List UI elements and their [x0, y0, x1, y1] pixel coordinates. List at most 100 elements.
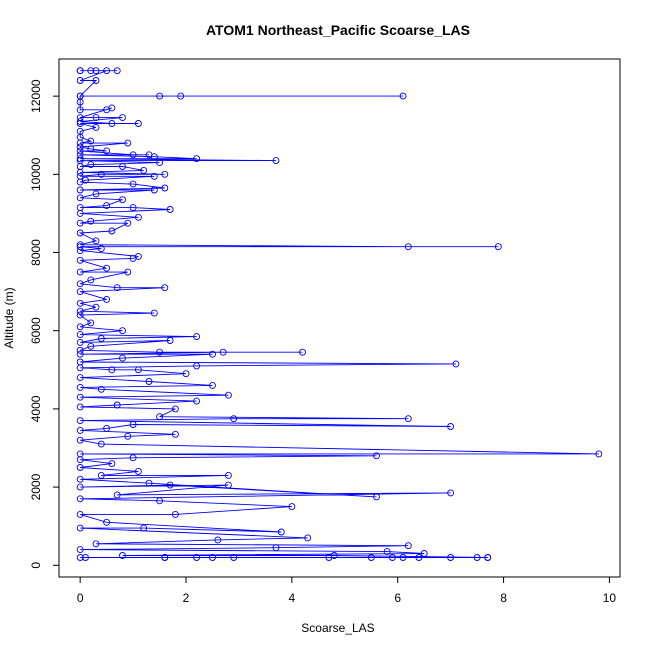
data-point: [473, 554, 481, 561]
y-tick-label: 6000: [29, 317, 43, 344]
data-point: [140, 166, 148, 174]
data-point: [76, 139, 84, 147]
data-point: [76, 495, 84, 503]
data-point: [209, 350, 216, 358]
data-point: [150, 153, 158, 161]
data-point: [97, 335, 105, 342]
data-point: [76, 268, 84, 276]
data-point: [76, 456, 84, 464]
y-tick-label: 0: [29, 562, 43, 569]
data-point: [209, 554, 216, 561]
data-point: [119, 327, 126, 335]
y-tick-label: 12000: [29, 79, 43, 113]
data-point: [373, 452, 380, 460]
data-point: [87, 161, 95, 169]
data-point: [134, 213, 142, 221]
data-point: [404, 243, 412, 251]
data-point: [171, 430, 179, 438]
data-point: [76, 346, 84, 354]
data-point: [161, 184, 169, 192]
data-point: [113, 491, 121, 499]
data-point: [452, 360, 460, 368]
data-point: [140, 524, 148, 532]
data-point: [447, 554, 455, 561]
data-point: [97, 471, 105, 479]
data-point: [76, 554, 84, 561]
data-point: [87, 67, 95, 75]
data-point: [383, 548, 391, 556]
data-point: [325, 554, 333, 561]
data-point: [224, 481, 232, 489]
data-point: [103, 202, 111, 210]
data-point: [103, 295, 111, 303]
data-point: [76, 229, 84, 237]
data-point: [299, 348, 306, 356]
data-point: [373, 493, 380, 501]
data-point: [76, 524, 84, 532]
y-tick-label: 8000: [29, 239, 43, 266]
data-point: [76, 426, 84, 434]
data-point: [76, 243, 84, 251]
data-point: [124, 268, 132, 276]
data-point: [277, 528, 285, 536]
data-point: [103, 518, 111, 526]
data-point: [108, 460, 116, 468]
data-point: [76, 311, 84, 319]
data-point: [182, 370, 190, 378]
data-point: [76, 464, 84, 471]
data-point: [119, 163, 126, 170]
data-point: [129, 204, 137, 212]
data-point: [97, 440, 105, 448]
data-point: [76, 194, 84, 202]
data-point: [103, 424, 111, 432]
data-point: [145, 479, 153, 487]
y-axis: 0 2000 4000 6000 8000 10000 12000: [29, 79, 59, 569]
data-point: [76, 331, 84, 339]
x-axis-label: Scoarse_LAS: [301, 621, 374, 635]
data-point: [129, 180, 137, 188]
data-point: [193, 554, 201, 561]
data-point: [156, 348, 164, 356]
data-point: [119, 552, 126, 559]
data-point: [76, 280, 84, 288]
data-point: [76, 247, 84, 255]
data-point: [76, 77, 84, 84]
data-point: [76, 178, 84, 186]
data-point: [76, 120, 84, 127]
data-point: [161, 284, 169, 292]
data-point: [92, 67, 100, 75]
y-tick-label: 2000: [29, 473, 43, 500]
y-axis-label: Altitude (m): [2, 287, 16, 348]
data-point: [288, 503, 296, 511]
data-point: [76, 546, 84, 554]
data-point: [166, 481, 174, 489]
data-point: [193, 333, 201, 341]
data-point: [87, 217, 95, 225]
data-point: [166, 206, 174, 213]
x-tick-label: 2: [183, 591, 190, 605]
data-point: [161, 554, 169, 561]
data-point: [76, 374, 84, 382]
data-point: [129, 151, 137, 159]
data-point: [76, 209, 84, 217]
data-point: [119, 196, 126, 204]
data-point: [193, 362, 201, 370]
data-point: [76, 147, 84, 155]
chart-title: ATOM1 Northeast_Pacific Scoarse_LAS: [206, 22, 470, 38]
data-point: [219, 348, 227, 356]
data-point: [108, 227, 116, 235]
data-point: [76, 186, 84, 194]
x-axis: 0 2 4 6 8 10: [77, 577, 616, 605]
data-point: [76, 67, 84, 75]
data-point: [76, 364, 84, 372]
data-point: [97, 245, 105, 253]
data-point: [108, 104, 116, 112]
data-point: [156, 497, 164, 505]
x-tick-label: 0: [77, 591, 84, 605]
data-point: [404, 415, 412, 423]
data-point: [224, 391, 232, 399]
data-point: [129, 254, 137, 262]
data-point: [119, 114, 126, 122]
data-point: [230, 415, 238, 423]
